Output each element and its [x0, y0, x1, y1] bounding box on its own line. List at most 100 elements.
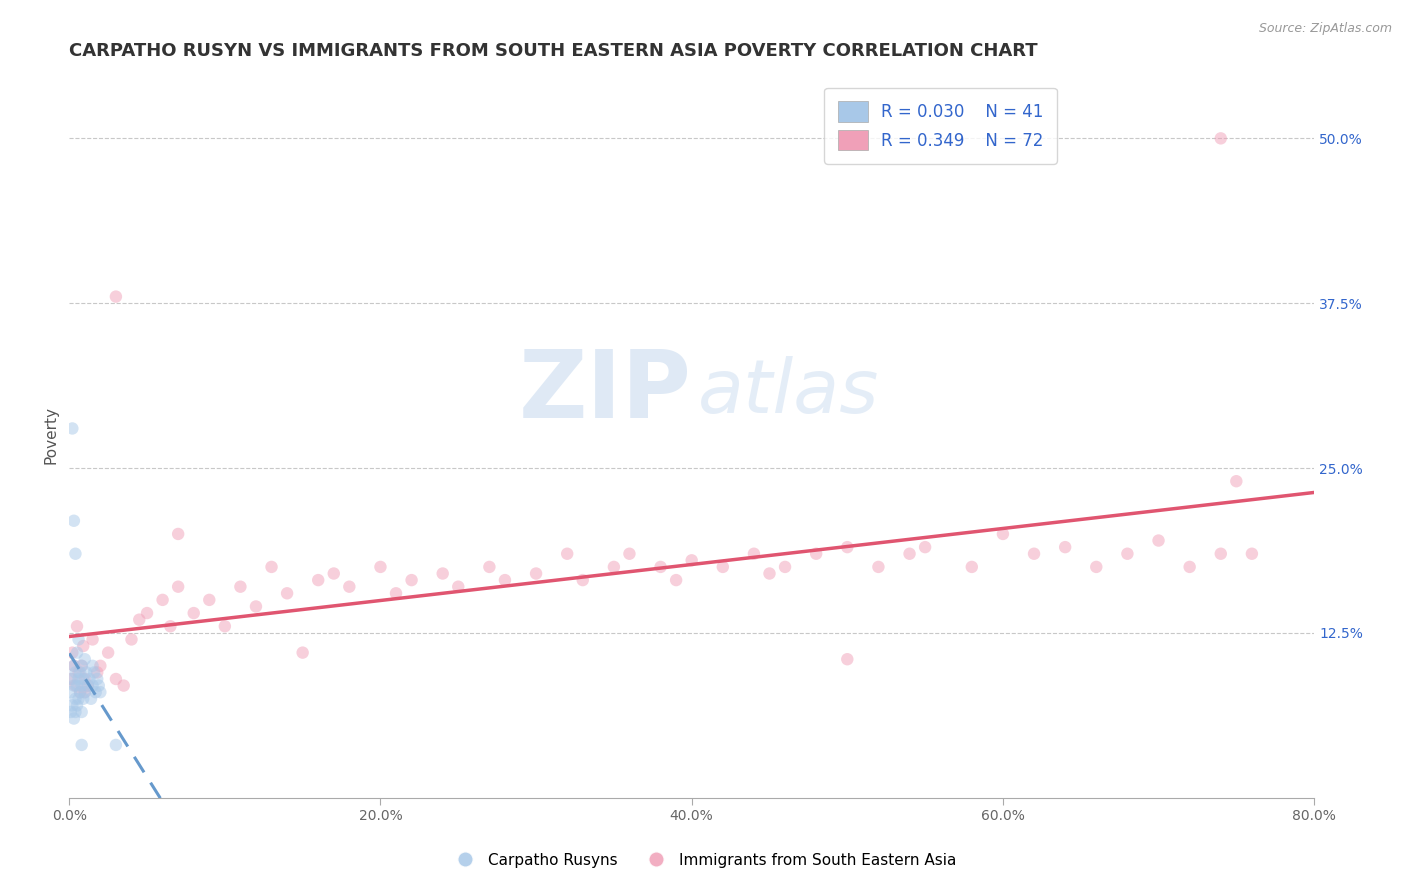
Point	[65, 705, 87, 719]
Point	[337, 580, 360, 594]
Point	[1209, 547, 1232, 561]
Point	[84, 685, 107, 699]
Point	[1022, 547, 1045, 561]
Point	[104, 672, 127, 686]
Point	[104, 290, 127, 304]
Point	[198, 593, 221, 607]
Point	[82, 658, 104, 673]
Point	[66, 679, 89, 693]
Point	[65, 679, 87, 693]
Point	[59, 685, 82, 699]
Point	[650, 560, 672, 574]
Point	[619, 547, 641, 561]
Text: Source: ZipAtlas.com: Source: ZipAtlas.com	[1258, 22, 1392, 36]
Point	[72, 639, 94, 653]
Point	[67, 665, 90, 680]
Point	[1116, 547, 1139, 561]
Point	[73, 685, 96, 699]
Point	[837, 652, 859, 666]
Point	[60, 646, 83, 660]
Point	[89, 658, 111, 673]
Point	[70, 679, 93, 693]
Text: CARPATHO RUSYN VS IMMIGRANTS FROM SOUTH EASTERN ASIA POVERTY CORRELATION CHART: CARPATHO RUSYN VS IMMIGRANTS FROM SOUTH …	[69, 42, 1038, 60]
Point	[75, 665, 97, 680]
Point	[401, 573, 423, 587]
Point	[555, 547, 578, 561]
Point	[183, 606, 205, 620]
Point	[128, 613, 150, 627]
Point	[260, 560, 283, 574]
Point	[370, 560, 392, 574]
Point	[60, 421, 83, 435]
Point	[77, 679, 100, 693]
Point	[524, 566, 547, 581]
Point	[960, 560, 983, 574]
Point	[72, 691, 94, 706]
Y-axis label: Poverty: Poverty	[44, 406, 58, 464]
Point	[276, 586, 298, 600]
Point	[86, 665, 108, 680]
Point	[63, 658, 86, 673]
Point	[70, 658, 93, 673]
Text: atlas: atlas	[697, 356, 879, 427]
Point	[167, 527, 190, 541]
Point	[82, 679, 104, 693]
Point	[121, 632, 143, 647]
Point	[773, 560, 796, 574]
Legend: Carpatho Rusyns, Immigrants from South Eastern Asia: Carpatho Rusyns, Immigrants from South E…	[444, 847, 962, 873]
Point	[89, 685, 111, 699]
Point	[681, 553, 703, 567]
Point	[1147, 533, 1170, 548]
Point	[837, 540, 859, 554]
Point	[432, 566, 454, 581]
Point	[72, 672, 94, 686]
Point	[152, 593, 174, 607]
Point	[67, 672, 90, 686]
Point	[868, 560, 890, 574]
Point	[63, 658, 86, 673]
Point	[571, 573, 593, 587]
Point	[104, 738, 127, 752]
Point	[77, 679, 100, 693]
Point	[1054, 540, 1077, 554]
Point	[159, 619, 181, 633]
Point	[67, 691, 90, 706]
Point	[65, 691, 87, 706]
Point	[494, 573, 516, 587]
Point	[214, 619, 236, 633]
Point	[87, 679, 110, 693]
Point	[60, 698, 83, 713]
Point	[1178, 560, 1201, 574]
Point	[804, 547, 827, 561]
Point	[65, 665, 87, 680]
Point	[65, 547, 87, 561]
Point	[711, 560, 734, 574]
Point	[1225, 474, 1247, 488]
Point	[70, 705, 93, 719]
Point	[73, 685, 96, 699]
Point	[991, 527, 1014, 541]
Point	[60, 672, 83, 686]
Point	[66, 619, 89, 633]
Point	[1209, 131, 1232, 145]
Point	[603, 560, 626, 574]
Point	[67, 632, 90, 647]
Point	[307, 573, 329, 587]
Point	[66, 646, 89, 660]
Point	[742, 547, 765, 561]
Point	[63, 514, 86, 528]
Point	[59, 672, 82, 686]
Point	[83, 665, 105, 680]
Point	[70, 738, 93, 752]
Point	[291, 646, 314, 660]
Point	[63, 712, 86, 726]
Point	[70, 658, 93, 673]
Point	[478, 560, 501, 574]
Point	[447, 580, 470, 594]
Point	[82, 632, 104, 647]
Point	[245, 599, 267, 614]
Point	[167, 580, 190, 594]
Point	[69, 685, 91, 699]
Point	[69, 685, 91, 699]
Point	[385, 586, 408, 600]
